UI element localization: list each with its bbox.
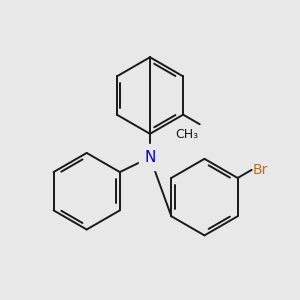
Text: Br: Br bbox=[253, 163, 268, 177]
Text: N: N bbox=[144, 150, 156, 165]
Text: CH₃: CH₃ bbox=[175, 128, 198, 141]
